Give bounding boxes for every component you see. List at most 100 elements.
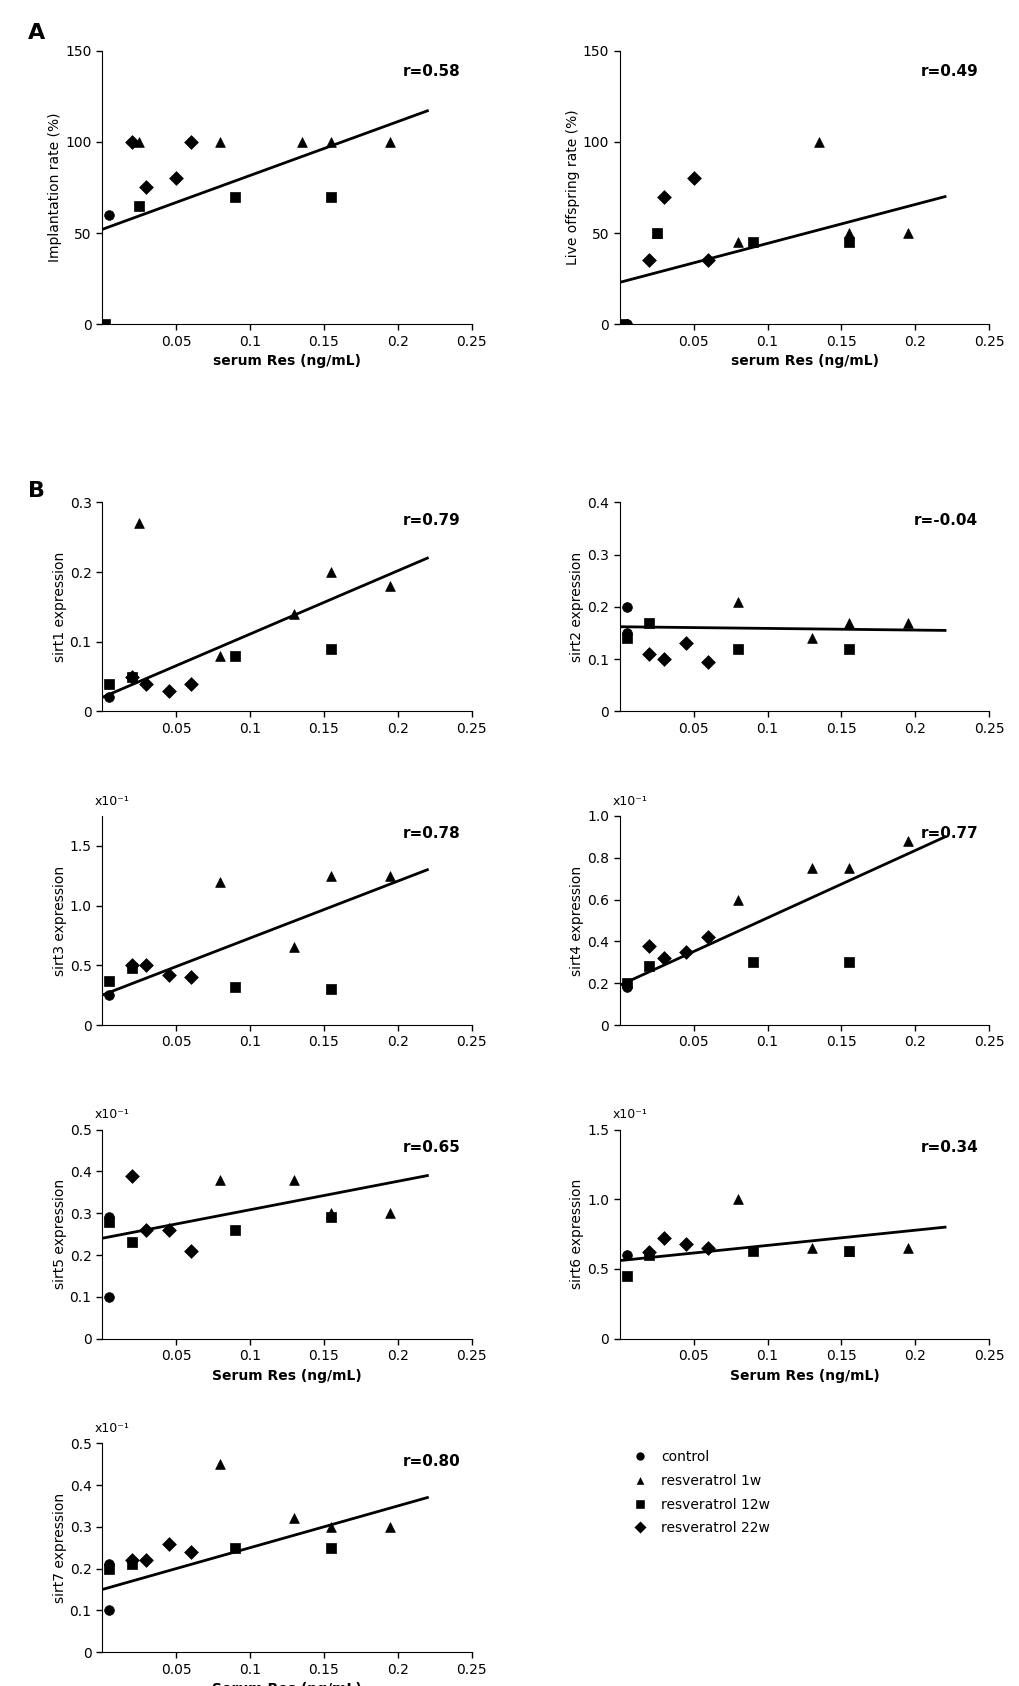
Point (648, 219, 664, 246)
Point (285, 934, 303, 961)
Point (678, 1231, 694, 1258)
Point (619, 969, 635, 996)
Point (655, 1224, 672, 1251)
Point (101, 201, 117, 228)
Point (655, 646, 672, 673)
Point (729, 588, 745, 615)
Point (382, 1514, 398, 1541)
Point (101, 968, 117, 995)
Point (619, 310, 635, 337)
Point (323, 558, 339, 585)
Point (678, 631, 694, 658)
Point (729, 636, 745, 663)
Point (382, 128, 398, 155)
Point (840, 229, 856, 256)
Point (101, 669, 117, 696)
Text: r=-0.04: r=-0.04 (913, 513, 977, 528)
Point (123, 954, 140, 981)
Point (139, 174, 155, 201)
Point (840, 1238, 856, 1264)
Text: r=0.65: r=0.65 (403, 1140, 461, 1155)
Point (699, 248, 715, 275)
Point (641, 641, 657, 668)
Point (382, 573, 398, 600)
Point (619, 1263, 635, 1290)
Point (641, 248, 657, 275)
Point (323, 128, 339, 155)
Point (840, 636, 856, 663)
Point (323, 1534, 339, 1561)
Point (123, 663, 140, 690)
Text: r=0.77: r=0.77 (920, 826, 977, 841)
Point (101, 1554, 117, 1581)
Point (899, 609, 915, 636)
Point (699, 649, 715, 676)
Point (899, 219, 915, 246)
Point (803, 626, 819, 652)
Text: B: B (29, 482, 45, 501)
Point (285, 1167, 303, 1194)
Point (744, 949, 760, 976)
Text: r=0.80: r=0.80 (403, 1453, 461, 1469)
Point (840, 609, 856, 636)
Point (101, 1597, 117, 1624)
Point (323, 976, 339, 1003)
Point (678, 939, 694, 966)
Text: r=0.79: r=0.79 (403, 513, 461, 528)
Point (382, 862, 398, 889)
Point (160, 1531, 176, 1558)
Y-axis label: sirt2 expression: sirt2 expression (570, 551, 584, 663)
Point (123, 1546, 140, 1573)
Point (182, 1238, 199, 1264)
Point (655, 944, 672, 971)
Point (840, 949, 856, 976)
Point (101, 685, 117, 711)
Point (641, 1241, 657, 1268)
Point (619, 626, 635, 652)
Point (285, 1506, 303, 1533)
Point (803, 1234, 819, 1261)
X-axis label: serum Res (ng/mL): serum Res (ng/mL) (730, 354, 877, 368)
Point (123, 1162, 140, 1189)
Point (212, 868, 228, 895)
Legend: control, resveratrol 1w, resveratrol 12w, resveratrol 22w: control, resveratrol 1w, resveratrol 12w… (626, 1450, 769, 1536)
Y-axis label: sirt3 expression: sirt3 expression (53, 865, 66, 976)
Point (123, 663, 140, 690)
Point (641, 609, 657, 636)
Point (123, 1551, 140, 1578)
Point (655, 184, 672, 211)
Point (123, 128, 140, 155)
X-axis label: Serum Res (ng/mL): Serum Res (ng/mL) (212, 1683, 362, 1686)
Point (101, 1551, 117, 1578)
Y-axis label: sirt1 expression: sirt1 expression (53, 551, 66, 663)
Y-axis label: sirt6 expression: sirt6 expression (570, 1179, 584, 1290)
Point (619, 593, 635, 620)
Point (323, 862, 339, 889)
Point (130, 509, 147, 536)
Text: r=0.34: r=0.34 (920, 1140, 977, 1155)
Text: x10⁻¹: x10⁻¹ (611, 1108, 646, 1121)
Point (182, 964, 199, 991)
Point (685, 165, 701, 192)
Point (167, 165, 184, 192)
Point (160, 1217, 176, 1244)
X-axis label: serum Res (ng/mL): serum Res (ng/mL) (213, 354, 361, 368)
Point (182, 669, 199, 696)
Point (744, 229, 760, 256)
Point (212, 642, 228, 669)
Text: x10⁻¹: x10⁻¹ (95, 794, 129, 808)
Point (139, 1546, 155, 1573)
Y-axis label: sirt5 expression: sirt5 expression (53, 1179, 66, 1290)
Point (123, 1229, 140, 1256)
Point (641, 953, 657, 980)
Point (840, 219, 856, 246)
Point (744, 1238, 760, 1264)
Point (227, 1217, 244, 1244)
Point (323, 1514, 339, 1541)
Point (160, 961, 176, 988)
Point (641, 932, 657, 959)
Point (323, 1200, 339, 1227)
Text: x10⁻¹: x10⁻¹ (611, 794, 646, 808)
Point (101, 1209, 117, 1236)
Point (899, 1234, 915, 1261)
